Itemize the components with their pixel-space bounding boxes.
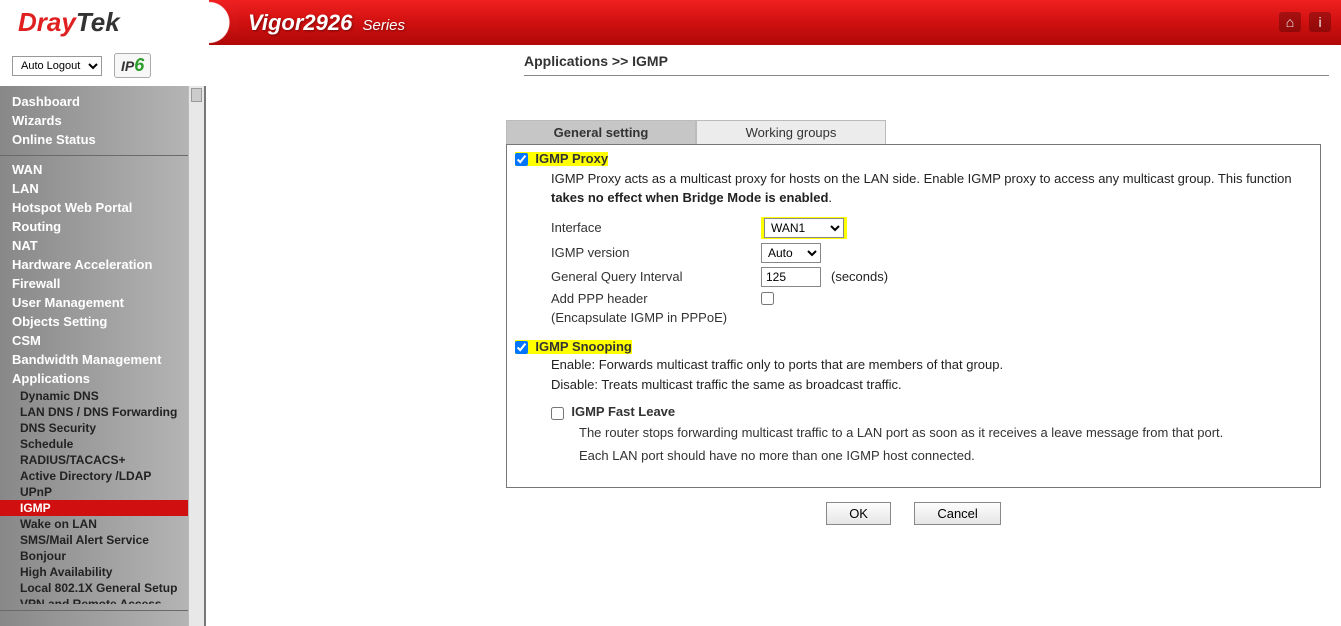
product-name-text: Vigor2926 bbox=[248, 10, 352, 35]
sidebar-item-lan[interactable]: LAN bbox=[0, 179, 188, 198]
sidebar-sub-wol[interactable]: Wake on LAN bbox=[0, 516, 188, 532]
igmp-snooping-highlight: IGMP Snooping bbox=[515, 340, 632, 354]
auto-logout-select[interactable]: Auto Logout bbox=[12, 56, 102, 76]
sidebar-sub-landns[interactable]: LAN DNS / DNS Forwarding bbox=[0, 404, 188, 420]
header-curve bbox=[209, 0, 239, 45]
sidebar-sub-radius[interactable]: RADIUS/TACACS+ bbox=[0, 452, 188, 468]
info-icon[interactable]: i bbox=[1309, 12, 1331, 32]
igmp-proxy-title: IGMP Proxy bbox=[535, 151, 608, 166]
nav-group-1: Dashboard Wizards Online Status bbox=[0, 88, 188, 156]
igmp-proxy-desc: IGMP Proxy acts as a multicast proxy for… bbox=[551, 170, 1312, 206]
ipv6-prefix: IP bbox=[121, 58, 134, 74]
sidebar-sub-vpn[interactable]: VPN and Remote Access bbox=[0, 596, 188, 604]
fast-leave-title: IGMP Fast Leave bbox=[571, 404, 675, 419]
sidebar-item-applications[interactable]: Applications bbox=[0, 369, 188, 388]
sidebar-item-hwaccel[interactable]: Hardware Acceleration bbox=[0, 255, 188, 274]
sidebar-item-bandwidth[interactable]: Bandwidth Management bbox=[0, 350, 188, 369]
ppp-note: (Encapsulate IGMP in PPPoE) bbox=[551, 310, 727, 325]
igmp-proxy-highlight: IGMP Proxy bbox=[515, 152, 608, 166]
sidebar-sub-sms[interactable]: SMS/Mail Alert Service bbox=[0, 532, 188, 548]
header-icons: ⌂ i bbox=[1279, 12, 1331, 32]
layout: Dashboard Wizards Online Status WAN LAN … bbox=[0, 86, 1341, 626]
ppp-label: Add PPP header bbox=[551, 291, 761, 306]
top-controls: Auto Logout IP6 bbox=[0, 45, 1341, 86]
sidebar-item-csm[interactable]: CSM bbox=[0, 331, 188, 350]
version-label: IGMP version bbox=[551, 245, 761, 260]
sidebar-item-dashboard[interactable]: Dashboard bbox=[0, 92, 188, 111]
interval-unit: (seconds) bbox=[831, 269, 888, 284]
sidebar: Dashboard Wizards Online Status WAN LAN … bbox=[0, 86, 206, 626]
interface-highlight: WAN1 bbox=[761, 217, 847, 239]
cancel-button[interactable]: Cancel bbox=[914, 502, 1000, 525]
product-title: Vigor2926 Series bbox=[248, 10, 405, 36]
tab-working-groups[interactable]: Working groups bbox=[696, 120, 886, 144]
settings-panel: IGMP Proxy IGMP Proxy acts as a multicas… bbox=[506, 144, 1321, 488]
brand-logo: DrayTek bbox=[0, 0, 210, 45]
ppp-checkbox[interactable] bbox=[761, 292, 774, 305]
field-interval: General Query Interval (seconds) bbox=[551, 267, 1312, 287]
version-select[interactable]: Auto bbox=[761, 243, 821, 263]
sidebar-sub-schedule[interactable]: Schedule bbox=[0, 436, 188, 452]
igmp-proxy-section: IGMP Proxy IGMP Proxy acts as a multicas… bbox=[515, 151, 1312, 325]
brand-part1: Dray bbox=[18, 7, 76, 38]
sidebar-item-nat[interactable]: NAT bbox=[0, 236, 188, 255]
sidebar-sub-upnp[interactable]: UPnP bbox=[0, 484, 188, 500]
sidebar-item-firewall[interactable]: Firewall bbox=[0, 274, 188, 293]
igmp-snooping-section: IGMP Snooping Enable: Forwards multicast… bbox=[515, 339, 1312, 466]
field-version: IGMP version Auto bbox=[551, 243, 1312, 263]
ipv6-six: 6 bbox=[134, 55, 144, 75]
sidebar-sub-bonjour[interactable]: Bonjour bbox=[0, 548, 188, 564]
top-row: Auto Logout IP6 Applications >> IGMP bbox=[0, 45, 1341, 86]
igmp-proxy-desc-pre: IGMP Proxy acts as a multicast proxy for… bbox=[551, 171, 1292, 186]
sidebar-sub-dnssec[interactable]: DNS Security bbox=[0, 420, 188, 436]
nav-group-2: WAN LAN Hotspot Web Portal Routing NAT H… bbox=[0, 156, 188, 611]
igmp-snooping-checkbox[interactable] bbox=[515, 341, 528, 354]
sidebar-item-routing[interactable]: Routing bbox=[0, 217, 188, 236]
product-series-text: Series bbox=[362, 17, 405, 34]
interval-input[interactable] bbox=[761, 267, 821, 287]
sidebar-sub-ha[interactable]: High Availability bbox=[0, 564, 188, 580]
sidebar-sub-ddns[interactable]: Dynamic DNS bbox=[0, 388, 188, 404]
fast-leave-checkbox[interactable] bbox=[551, 407, 564, 420]
brand-part2: Tek bbox=[76, 7, 120, 38]
ipv6-badge[interactable]: IP6 bbox=[114, 53, 151, 78]
field-ppp-note: (Encapsulate IGMP in PPPoE) bbox=[551, 310, 1312, 325]
igmp-proxy-desc-bold: takes no effect when Bridge Mode is enab… bbox=[551, 190, 828, 205]
sidebar-item-objects[interactable]: Objects Setting bbox=[0, 312, 188, 331]
snooping-enable-line: Enable: Forwards multicast traffic only … bbox=[551, 356, 1312, 374]
header-bar: DrayTek Vigor2926 Series ⌂ i bbox=[0, 0, 1341, 45]
sidebar-sub-ldap[interactable]: Active Directory /LDAP bbox=[0, 468, 188, 484]
sidebar-item-hotspot[interactable]: Hotspot Web Portal bbox=[0, 198, 188, 217]
fast-leave-block: IGMP Fast Leave The router stops forward… bbox=[551, 404, 1312, 465]
sidebar-sub-igmp[interactable]: IGMP bbox=[0, 500, 188, 516]
field-ppp: Add PPP header bbox=[551, 291, 1312, 306]
fast-leave-line1: The router stops forwarding multicast tr… bbox=[579, 424, 1312, 443]
home-icon[interactable]: ⌂ bbox=[1279, 12, 1301, 32]
tab-general[interactable]: General setting bbox=[506, 120, 696, 144]
sidebar-item-online-status[interactable]: Online Status bbox=[0, 130, 188, 149]
ok-button[interactable]: OK bbox=[826, 502, 891, 525]
interface-select[interactable]: WAN1 bbox=[764, 218, 844, 238]
sidebar-scrollbar[interactable] bbox=[188, 86, 204, 626]
igmp-proxy-checkbox[interactable] bbox=[515, 153, 528, 166]
main-content: General setting Working groups IGMP Prox… bbox=[206, 86, 1341, 626]
igmp-proxy-desc-post: . bbox=[828, 190, 832, 205]
snooping-disable-line: Disable: Treats multicast traffic the sa… bbox=[551, 376, 1312, 394]
sidebar-item-usermgmt[interactable]: User Management bbox=[0, 293, 188, 312]
fast-leave-line2: Each LAN port should have no more than o… bbox=[579, 447, 1312, 466]
interface-label: Interface bbox=[551, 220, 761, 235]
sidebar-item-wizards[interactable]: Wizards bbox=[0, 111, 188, 130]
button-row: OK Cancel bbox=[506, 502, 1321, 525]
breadcrumb-divider bbox=[524, 75, 1329, 76]
breadcrumb: Applications >> IGMP bbox=[524, 53, 668, 69]
igmp-snooping-title: IGMP Snooping bbox=[535, 339, 632, 354]
sidebar-item-wan[interactable]: WAN bbox=[0, 160, 188, 179]
field-interface: Interface WAN1 bbox=[551, 217, 1312, 239]
interval-label: General Query Interval bbox=[551, 269, 761, 284]
tabstrip: General setting Working groups bbox=[506, 120, 1321, 144]
sidebar-sub-8021x[interactable]: Local 802.1X General Setup bbox=[0, 580, 188, 596]
